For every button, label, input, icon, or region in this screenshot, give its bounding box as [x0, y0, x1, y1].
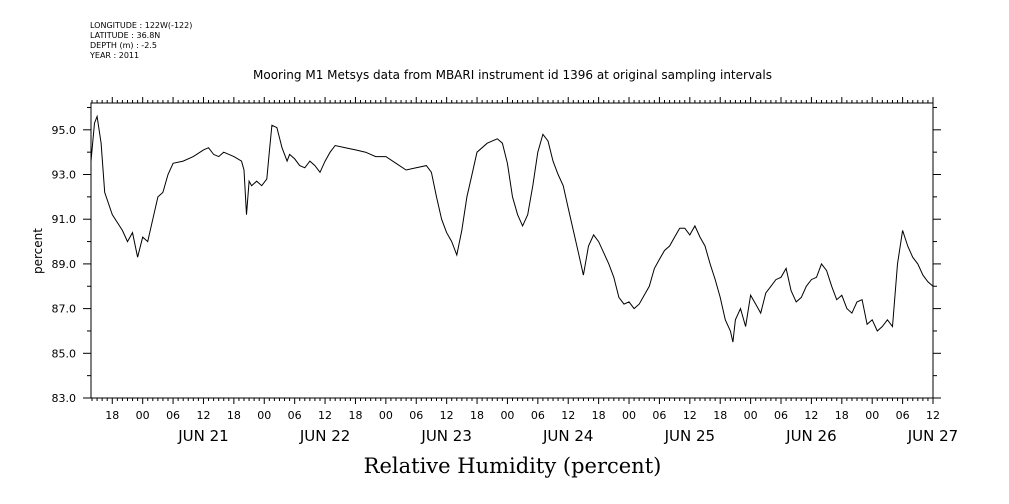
x-tick-label: 12: [440, 409, 454, 422]
x-day-label: JUN 27: [907, 427, 958, 445]
series-line: [90, 114, 934, 343]
y-axis-label: percent: [31, 228, 45, 274]
y-tick-label: 83.0: [52, 392, 77, 405]
y-tick-label: 93.0: [52, 169, 77, 182]
x-tick-label: 12: [926, 409, 940, 422]
x-tick-label: 00: [500, 409, 514, 422]
x-tick-label: 00: [744, 409, 758, 422]
x-tick-label: 06: [531, 409, 545, 422]
x-tick-label: 12: [561, 409, 575, 422]
latitude-label: LATITUDE : 36.8N: [90, 31, 161, 40]
depth-label: DEPTH (m) : -2.5: [90, 41, 157, 50]
axis-ticks: [83, 97, 941, 404]
y-tick-label: 95.0: [52, 124, 77, 137]
x-tick-label: 12: [318, 409, 332, 422]
x-tick-label: 06: [166, 409, 180, 422]
year-label: YEAR : 2011: [90, 51, 140, 60]
x-day-label: JUN 21: [177, 427, 228, 445]
x-tick-label: 12: [804, 409, 818, 422]
x-day-label: JUN 26: [785, 427, 836, 445]
x-tick-label: 06: [288, 409, 302, 422]
x-tick-label: 12: [196, 409, 210, 422]
x-tick-label: 06: [774, 409, 788, 422]
x-day-label: JUN 22: [299, 427, 350, 445]
x-tick-label: 18: [835, 409, 849, 422]
x-tick-label: 00: [865, 409, 879, 422]
axis-labels: 18 00 06 12 18 00 06 12 18 00 06 12 18 00 06 12 18 00 06 12…: [52, 124, 959, 445]
x-tick-label: 00: [379, 409, 393, 422]
y-tick-label: 87.0: [52, 303, 77, 316]
x-tick-label: 18: [105, 409, 119, 422]
y-tick-label: 85.0: [52, 347, 77, 360]
x-tick-label: 06: [409, 409, 423, 422]
x-tick-label: 18: [348, 409, 362, 422]
y-tick-label: 91.0: [52, 213, 77, 226]
x-tick-label: 06: [652, 409, 666, 422]
x-tick-label: 18: [470, 409, 484, 422]
x-day-label: JUN 24: [542, 427, 593, 445]
chart-title: Mooring M1 Metsys data from MBARI instru…: [253, 68, 772, 82]
metadata-block: LONGITUDE : 122W(-122) LATITUDE : 36.8N …: [90, 21, 192, 61]
plot-frame: [90, 102, 934, 399]
x-tick-label: 18: [592, 409, 606, 422]
longitude-label: LONGITUDE : 122W(-122): [90, 21, 193, 30]
x-tick-label: 18: [713, 409, 727, 422]
x-tick-label: 12: [683, 409, 697, 422]
series-group: [90, 114, 934, 343]
y-tick-label: 89.0: [52, 258, 77, 271]
x-tick-label: 00: [136, 409, 150, 422]
x-axis-title: Relative Humidity (percent): [363, 454, 662, 478]
x-tick-label: 18: [227, 409, 241, 422]
x-day-label: JUN 23: [420, 427, 471, 445]
x-day-label: JUN 25: [664, 427, 715, 445]
x-tick-label: 00: [257, 409, 271, 422]
x-tick-label: 00: [622, 409, 636, 422]
x-tick-label: 06: [896, 409, 910, 422]
